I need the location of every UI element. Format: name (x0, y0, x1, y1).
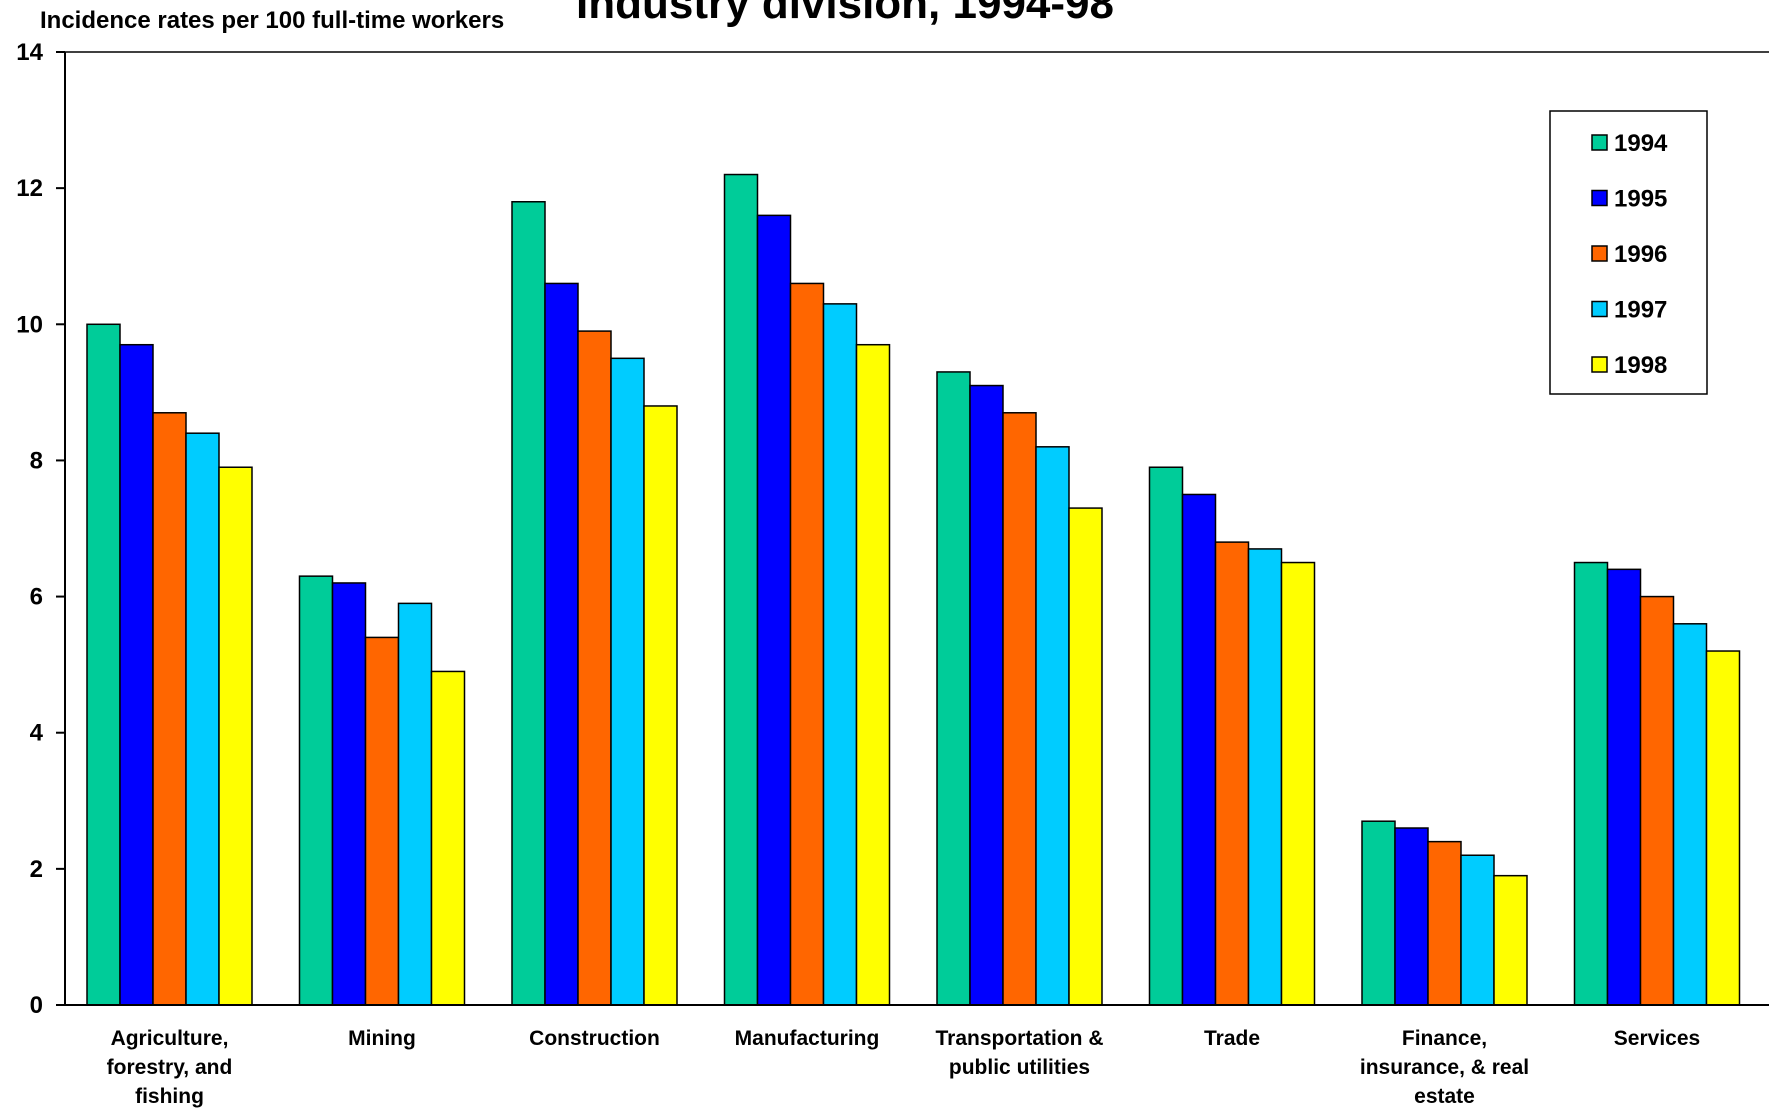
bar-6-series-1996 (1214, 541, 1250, 1006)
chart-title: Industry division, 1994-98 (576, 0, 1114, 28)
bar-6-series-1995 (1181, 493, 1217, 1006)
y-tick-label-14: 14 (16, 39, 43, 66)
y-tick-label-2: 2 (30, 856, 43, 883)
axes-group (64, 51, 1769, 1006)
category-label-8: Services (1614, 1027, 1700, 1050)
legend-swatch-1997 (1591, 300, 1608, 318)
bar-6-series-1998 (1280, 561, 1316, 1006)
bar-5-series-1996 (1002, 412, 1037, 1006)
y-tick-label-0: 0 (30, 992, 43, 1019)
y-tick-label-10: 10 (16, 311, 43, 338)
bar-7-series-1996 (1427, 840, 1462, 1006)
bar-1-series-1997 (185, 432, 220, 1006)
y-tick-label-8: 8 (30, 447, 43, 474)
bar-8-series-1994 (1573, 561, 1609, 1006)
bar-3-series-1998 (643, 405, 678, 1006)
legend-swatch-1995 (1591, 189, 1608, 207)
legend-swatch-1998 (1591, 356, 1608, 373)
bar-1-series-1996 (152, 412, 187, 1006)
legend-swatch-1994 (1591, 134, 1608, 151)
bar-3-series-1996 (577, 330, 612, 1006)
bar-3-series-1995 (544, 282, 579, 1006)
legend-label-1997: 1997 (1614, 297, 1667, 324)
bar-4-series-1997 (822, 303, 858, 1006)
bar-3-series-1997 (610, 357, 645, 1006)
bar-1-series-1995 (119, 343, 154, 1006)
bar-1-series-1994 (86, 323, 121, 1006)
bar-3-series-1994 (511, 201, 546, 1006)
category-label-7: Finance, insurance, & real estate (1360, 1027, 1529, 1108)
category-label-5: Transportation & public utilities (935, 1027, 1103, 1079)
legend-swatch-1996 (1591, 245, 1608, 262)
category-label-6: Trade (1204, 1027, 1260, 1050)
y-ticks-group: 0 2 4 6 8 10 12 14 (16, 39, 65, 1019)
bar-8-series-1995 (1606, 568, 1642, 1006)
bar-4-series-1996 (789, 282, 825, 1006)
category-label-2: Mining (348, 1027, 416, 1050)
bar-7-series-1998 (1493, 874, 1528, 1006)
bar-7-series-1994 (1361, 820, 1396, 1006)
category-labels-group: Agriculture, forestry, and fishing Mining Co… (107, 1027, 1701, 1108)
bar-5-series-1995 (969, 384, 1004, 1006)
bar-5-series-1994 (936, 371, 971, 1006)
bar-8-series-1998 (1705, 650, 1741, 1006)
bar-2-series-1997 (397, 602, 433, 1006)
legend-label-1996: 1996 (1614, 241, 1667, 268)
bar-4-series-1994 (723, 173, 759, 1006)
bar-7-series-1997 (1460, 854, 1495, 1006)
bars-group (86, 173, 1741, 1006)
y-axis-label: Incidence rates per 100 full-time worker… (40, 7, 504, 34)
bar-5-series-1997 (1035, 446, 1070, 1006)
legend-label-1994: 1994 (1614, 130, 1668, 157)
bar-8-series-1997 (1672, 623, 1708, 1006)
category-label-3: Construction (529, 1027, 660, 1050)
bar-2-series-1998 (430, 670, 466, 1006)
bar-8-series-1996 (1639, 595, 1675, 1006)
category-label-1: Agriculture, forestry, and fishing (107, 1027, 233, 1108)
bar-5-series-1998 (1068, 507, 1103, 1006)
y-tick-label-6: 6 (30, 584, 43, 611)
bar-4-series-1995 (756, 214, 792, 1006)
bar-6-series-1997 (1247, 548, 1283, 1006)
bar-6-series-1994 (1148, 466, 1184, 1006)
bar-2-series-1994 (298, 575, 334, 1006)
legend-label-1995: 1995 (1614, 186, 1667, 213)
bar-2-series-1995 (331, 582, 367, 1006)
category-label-4: Manufacturing (735, 1027, 880, 1050)
bar-1-series-1998 (218, 466, 253, 1006)
legend: 1994 1995 1996 1997 1998 (1549, 110, 1708, 395)
bar-4-series-1998 (855, 343, 891, 1006)
y-tick-label-4: 4 (30, 720, 44, 747)
legend-label-1998: 1998 (1614, 352, 1667, 379)
y-tick-label-12: 12 (16, 175, 43, 202)
bar-2-series-1996 (364, 636, 400, 1006)
bar-7-series-1995 (1394, 827, 1429, 1006)
legend-box (1549, 110, 1708, 395)
